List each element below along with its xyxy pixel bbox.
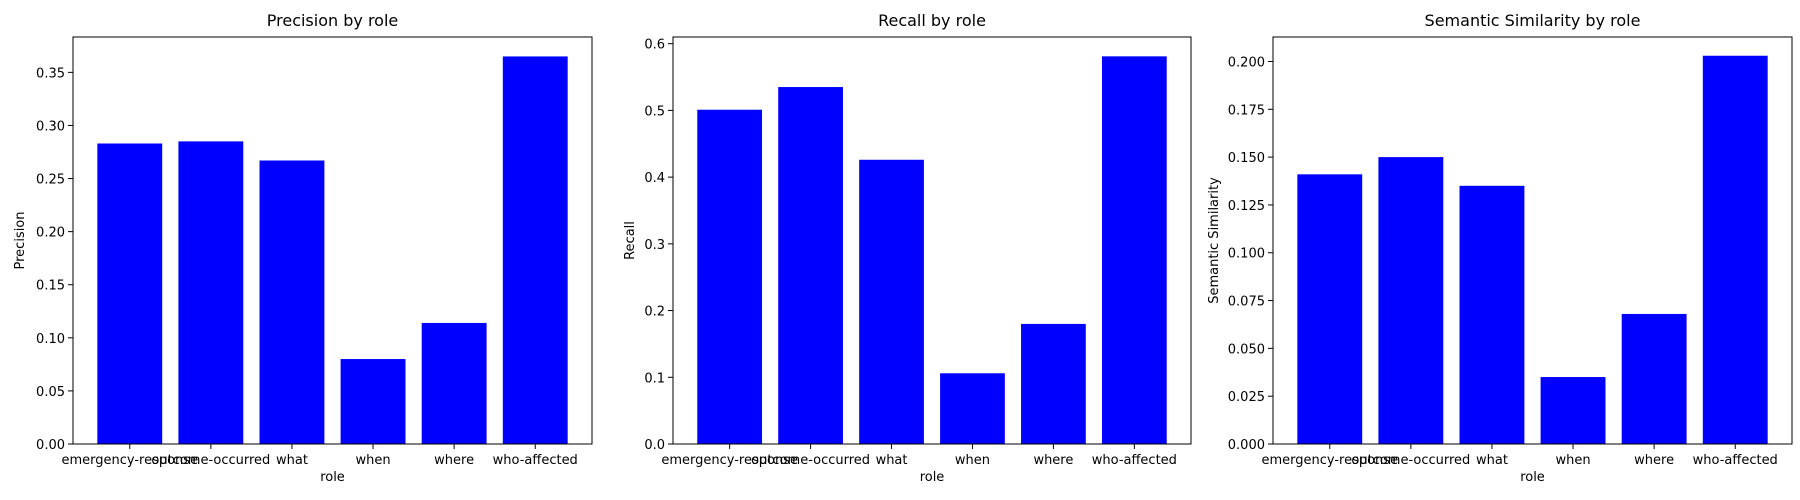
y-tick-label: 0.050 — [1228, 342, 1265, 357]
y-tick-label: 0.150 — [1228, 151, 1265, 166]
y-axis-label: Recall — [623, 221, 638, 260]
y-tick-label: 0.0 — [644, 438, 665, 453]
x-tick-label: outcome-occurred — [751, 453, 870, 468]
x-tick-label: what — [1476, 453, 1508, 468]
y-tick-label: 0.35 — [36, 66, 65, 81]
y-axis-label: Precision — [13, 211, 28, 269]
bar-outcome-occurred — [778, 87, 843, 444]
bar-when — [1540, 377, 1606, 444]
bar-where — [1621, 313, 1687, 444]
y-tick-label: 0.20 — [36, 226, 65, 241]
axes-frame — [672, 36, 1192, 445]
y-tick-label: 0.025 — [1228, 390, 1265, 405]
y-tick-label: 0.3 — [644, 238, 665, 253]
x-axis-label: role — [920, 470, 945, 485]
y-tick-label: 0.30 — [36, 119, 65, 134]
bar-emergency-response — [97, 143, 163, 444]
x-tick-label: where — [434, 453, 474, 468]
bar-outcome-occurred — [1378, 157, 1444, 445]
y-tick-label: 0.4 — [644, 171, 665, 186]
y-tick-label: 0.5 — [644, 104, 665, 119]
bar-what — [1459, 185, 1525, 445]
x-tick-label: who-affected — [1693, 453, 1778, 468]
x-tick-label: outcome-occurred — [1351, 453, 1470, 468]
bar-where — [421, 322, 487, 444]
y-tick-label: 0.05 — [36, 385, 65, 400]
bar-who-affected — [1101, 56, 1167, 444]
bar-what — [859, 159, 924, 444]
y-tick-label: 0.075 — [1228, 295, 1265, 310]
x-tick-label: when — [355, 453, 390, 468]
x-axis-label: role — [1520, 470, 1545, 485]
y-tick-label: 0.000 — [1228, 438, 1265, 453]
bar-when — [940, 373, 1005, 444]
y-tick-label: 0.15 — [36, 279, 65, 294]
y-tick-label: 0.6 — [644, 38, 665, 53]
y-tick-label: 0.175 — [1228, 103, 1265, 118]
y-tick-label: 0.2 — [644, 305, 665, 320]
y-tick-label: 0.125 — [1228, 199, 1265, 214]
bar-emergency-response — [1297, 174, 1363, 444]
x-axis-label: role — [320, 470, 345, 485]
y-tick-label: 0.200 — [1228, 55, 1265, 70]
bar-when — [340, 359, 406, 444]
x-tick-label: who-affected — [1092, 453, 1177, 468]
y-tick-label: 0.10 — [36, 332, 65, 347]
bar-emergency-response — [697, 109, 763, 444]
bar-who-affected — [502, 56, 568, 445]
x-tick-label: when — [955, 453, 990, 468]
y-tick-label: 0.25 — [36, 173, 65, 188]
x-tick-label: when — [1555, 453, 1590, 468]
x-tick-label: who-affected — [493, 453, 578, 468]
axes-frame — [72, 36, 593, 445]
chart-title: Semantic Similarity by role — [1425, 11, 1641, 30]
x-tick-label: emergency-response — [1261, 453, 1398, 468]
y-tick-label: 0.00 — [36, 438, 65, 453]
bar-who-affected — [1702, 55, 1768, 445]
chart-title: Recall by role — [878, 11, 986, 30]
x-tick-label: emergency-response — [661, 453, 798, 468]
x-tick-label: what — [876, 453, 908, 468]
chart-title: Precision by role — [267, 11, 399, 30]
bar-where — [1021, 323, 1086, 444]
y-axis-label: Semantic Similarity — [1207, 177, 1222, 304]
x-tick-label: what — [276, 453, 308, 468]
x-tick-label: where — [1033, 453, 1073, 468]
x-tick-label: emergency-response — [61, 453, 198, 468]
x-tick-label: where — [1634, 453, 1674, 468]
y-tick-label: 0.100 — [1228, 247, 1265, 262]
x-tick-label: outcome-occurred — [151, 453, 270, 468]
y-tick-label: 0.1 — [644, 371, 665, 386]
axes-frame — [1272, 36, 1793, 445]
bar-what — [259, 160, 325, 445]
bar-outcome-occurred — [178, 141, 244, 444]
